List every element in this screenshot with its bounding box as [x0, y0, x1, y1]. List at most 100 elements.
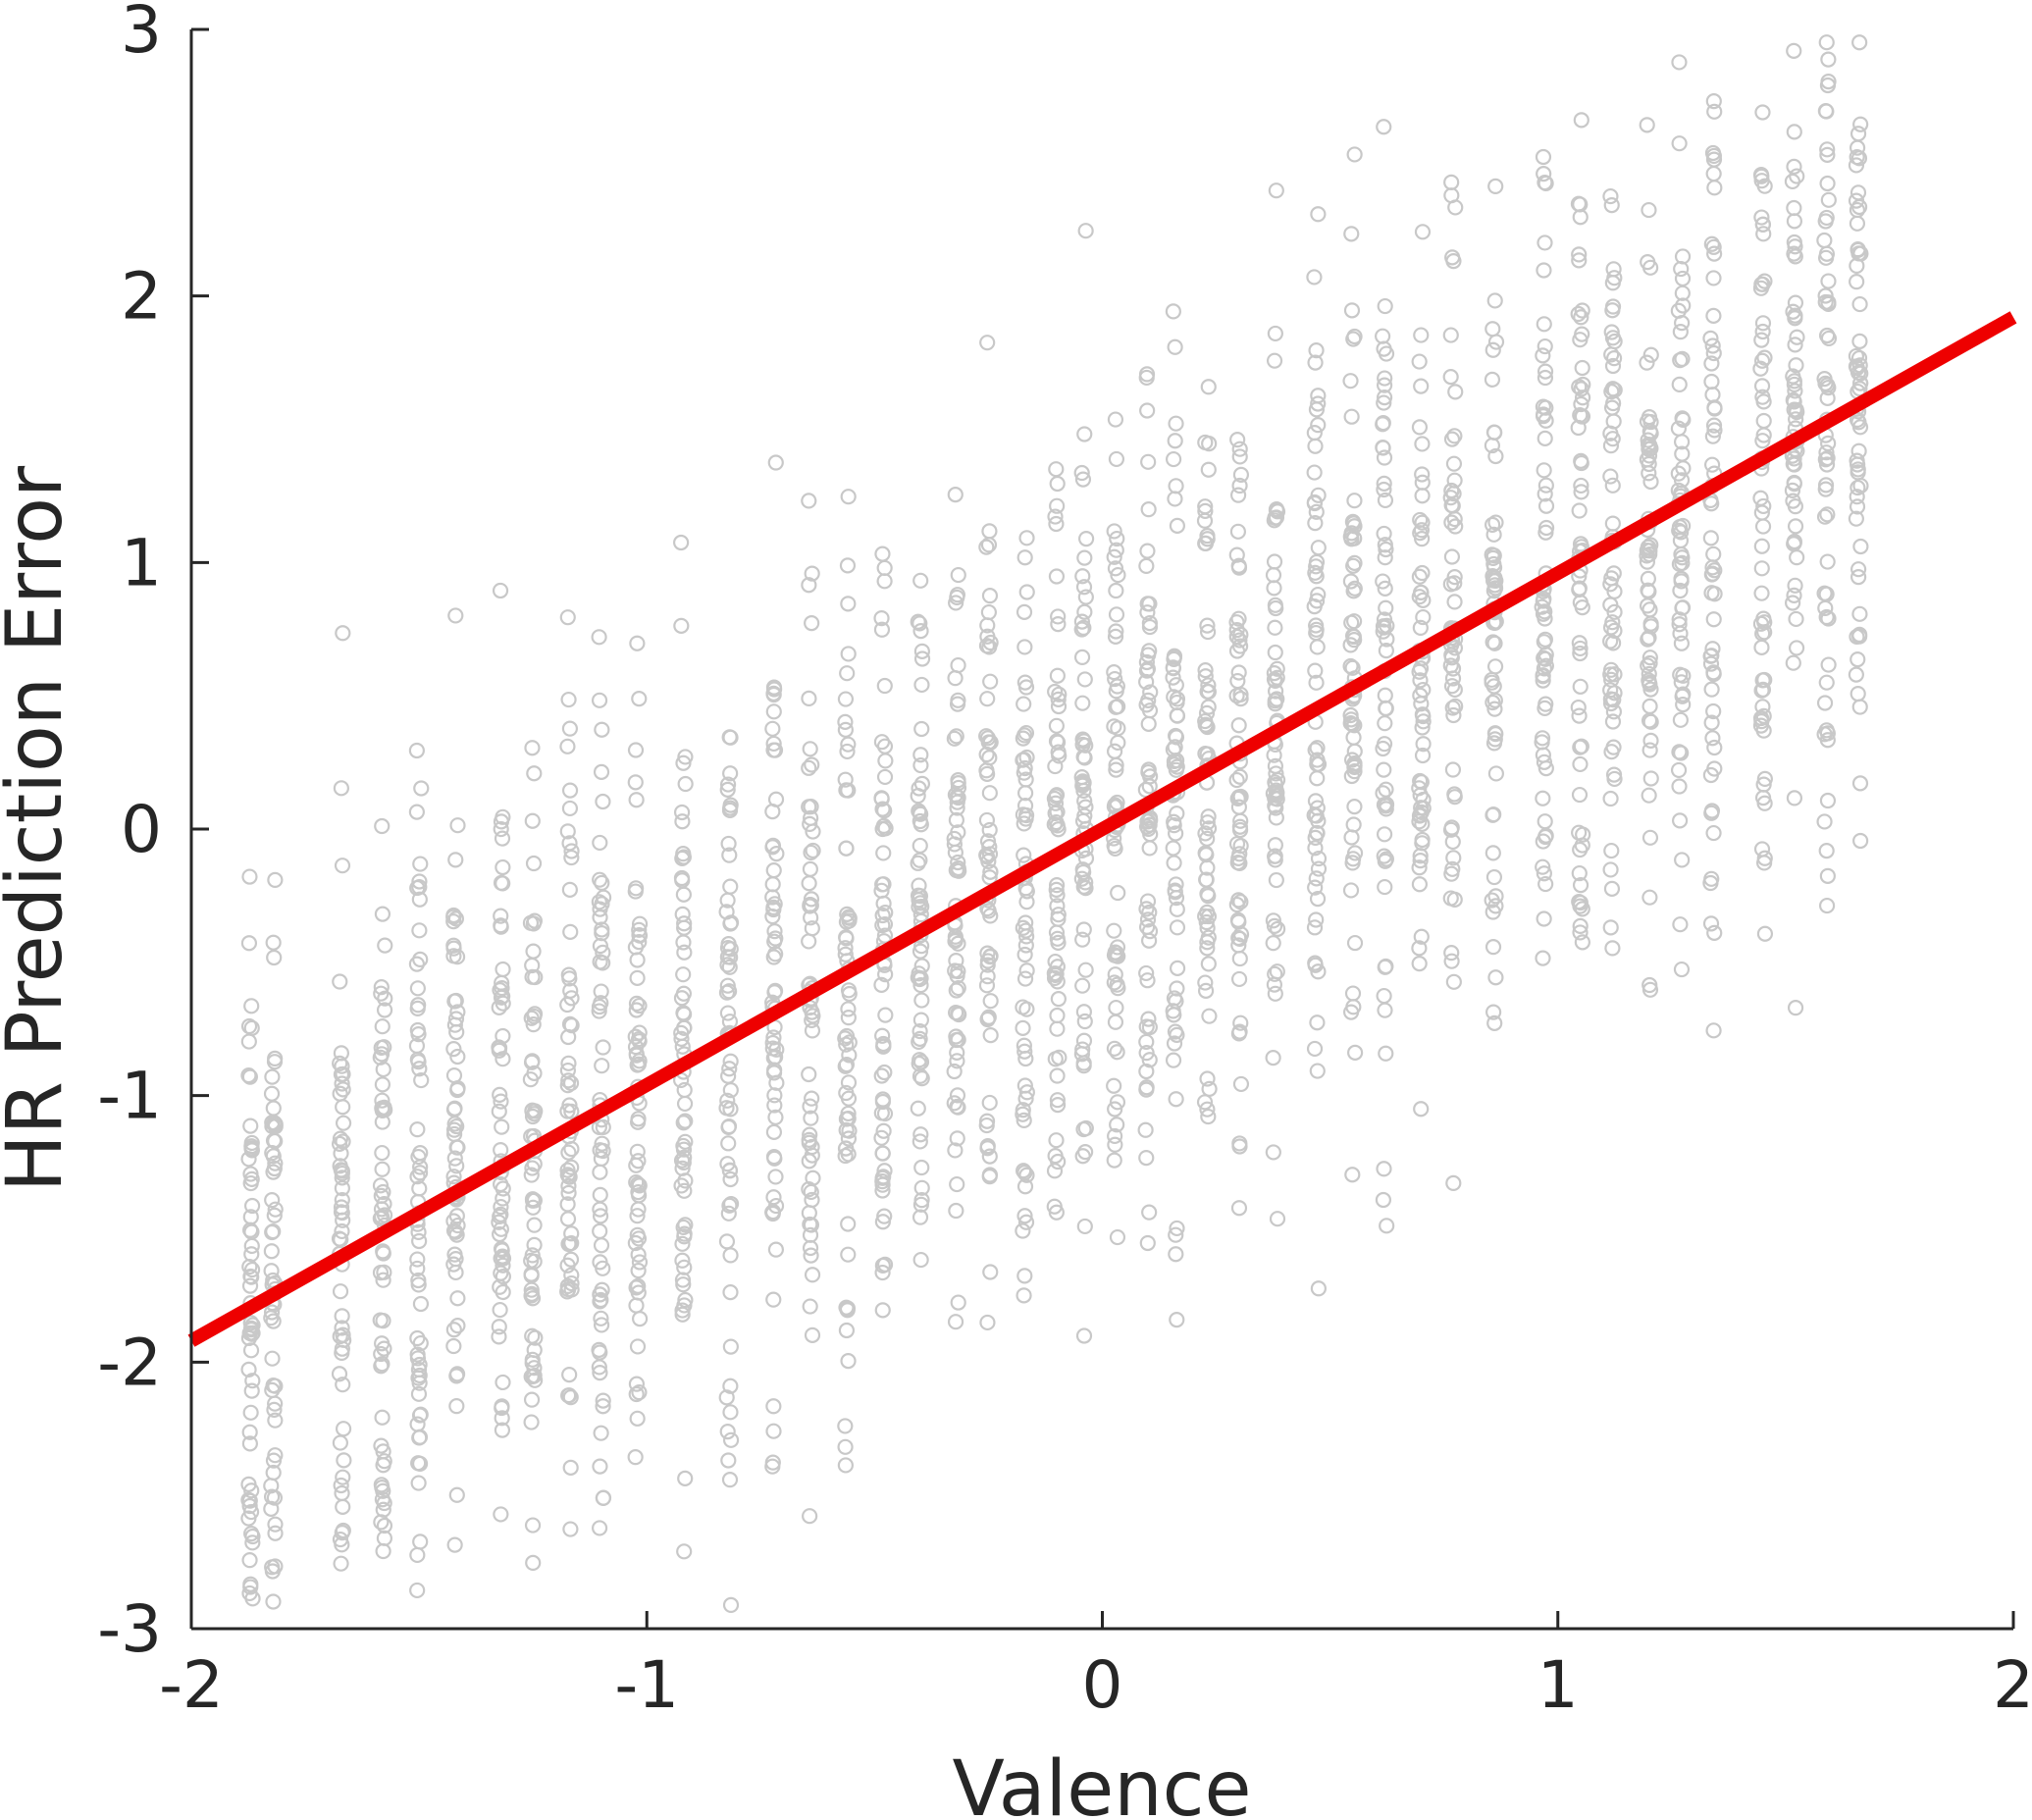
scatter-point: [1199, 1101, 1216, 1118]
scatter-point: [1230, 789, 1247, 806]
scatter-point: [563, 1225, 580, 1242]
scatter-point: [243, 1019, 260, 1036]
scatter-point: [950, 656, 966, 674]
scatter-point: [592, 1208, 609, 1224]
scatter-point: [766, 681, 783, 698]
scatter-point: [675, 1276, 692, 1293]
scatter-point: [1140, 1011, 1157, 1027]
x-tick-label: 2: [1993, 1647, 2032, 1723]
scatter-point: [333, 1045, 350, 1062]
scatter-point: [263, 1263, 280, 1279]
scatter-point: [803, 1217, 820, 1233]
scatter-point: [720, 835, 737, 853]
scatter-point: [629, 635, 646, 651]
scatter-point: [1445, 706, 1462, 724]
y-axis-title: HR Prediction Error: [0, 465, 79, 1192]
scatter-point: [1484, 892, 1500, 909]
scatter-point: [1572, 640, 1589, 657]
scatter-point: [837, 940, 854, 957]
scatter-point: [1537, 234, 1553, 251]
scatter-point: [875, 817, 892, 834]
scatter-point: [559, 609, 576, 626]
scatter-point: [409, 1260, 426, 1277]
scatter-point: [447, 1264, 464, 1281]
scatter-point: [494, 830, 511, 847]
scatter-point: [979, 1137, 996, 1155]
scatter-point: [1703, 870, 1720, 887]
scatter-point: [1443, 678, 1461, 695]
scatter-point: [561, 800, 579, 817]
scatter-point: [1641, 889, 1658, 906]
scatter-point: [722, 1378, 739, 1394]
scatter-point: [1201, 1008, 1218, 1024]
scatter-point: [1755, 776, 1772, 793]
scatter-point: [765, 901, 782, 918]
scatter-point: [1375, 328, 1391, 344]
scatter-point: [1307, 955, 1324, 971]
scatter-point: [526, 1217, 543, 1233]
scatter-point: [1016, 1268, 1033, 1284]
scatter-point: [722, 1101, 739, 1118]
scatter-point: [1108, 999, 1124, 1016]
scatter-point: [1309, 1063, 1326, 1079]
scatter-point: [873, 609, 890, 627]
scatter-point: [1447, 698, 1464, 714]
scatter-point: [243, 1223, 260, 1240]
scatter-point: [1602, 425, 1619, 442]
scatter-point: [1445, 455, 1463, 472]
scatter-point: [377, 937, 393, 954]
scatter-point: [594, 1281, 610, 1298]
scatter-point: [1108, 542, 1124, 558]
scatter-point: [767, 1197, 785, 1215]
scatter-point: [494, 980, 510, 997]
scatter-point: [1165, 450, 1182, 468]
scatter-point: [493, 1093, 509, 1110]
scatter-point: [1536, 754, 1553, 770]
scatter-point: [1850, 461, 1866, 478]
scatter-point: [376, 1530, 393, 1546]
scatter-point: [912, 1251, 929, 1269]
scatter-point: [1016, 946, 1033, 963]
scatter-point: [1342, 373, 1359, 390]
scatter-point: [335, 1115, 352, 1131]
scatter-point: [1574, 359, 1590, 377]
scatter-point: [912, 976, 929, 994]
scatter-point: [1852, 116, 1869, 132]
scatter-point: [947, 1314, 964, 1330]
scatter-point: [374, 817, 391, 835]
scatter-point: [802, 1298, 818, 1315]
scatter-point: [1017, 810, 1034, 827]
scatter-point: [1049, 1020, 1066, 1037]
scatter-point: [630, 1246, 647, 1263]
scatter-point: [595, 944, 611, 961]
scatter-point: [1641, 629, 1657, 646]
scatter-point: [1415, 608, 1432, 626]
scatter-point: [1850, 126, 1867, 142]
scatter-point: [1571, 786, 1589, 804]
scatter-point: [1017, 679, 1035, 696]
scatter-point: [1485, 694, 1501, 711]
scatter-point: [1015, 730, 1031, 747]
scatter-point: [492, 1086, 508, 1103]
scatter-point: [1106, 974, 1122, 991]
scatter-point: [1139, 604, 1156, 621]
scatter-point: [1108, 699, 1124, 715]
scatter-point: [630, 1153, 647, 1170]
scatter-point: [244, 1534, 261, 1551]
scatter-point: [1343, 531, 1360, 547]
scatter-point: [240, 1017, 258, 1035]
scatter-point: [1200, 808, 1217, 825]
scatter-point: [1200, 820, 1218, 837]
scatter-point: [1534, 730, 1551, 747]
scatter-point: [448, 1398, 465, 1415]
scatter-point: [1342, 882, 1360, 899]
scatter-point: [1047, 757, 1064, 775]
scatter-point: [445, 1337, 462, 1355]
scatter-point: [1307, 354, 1324, 371]
scatter-point: [1641, 976, 1658, 994]
scatter-point: [722, 1170, 739, 1188]
scatter-point: [493, 1506, 509, 1523]
scatter-point: [1706, 103, 1723, 120]
scatter-point: [765, 949, 782, 965]
scatter-point: [912, 572, 929, 589]
